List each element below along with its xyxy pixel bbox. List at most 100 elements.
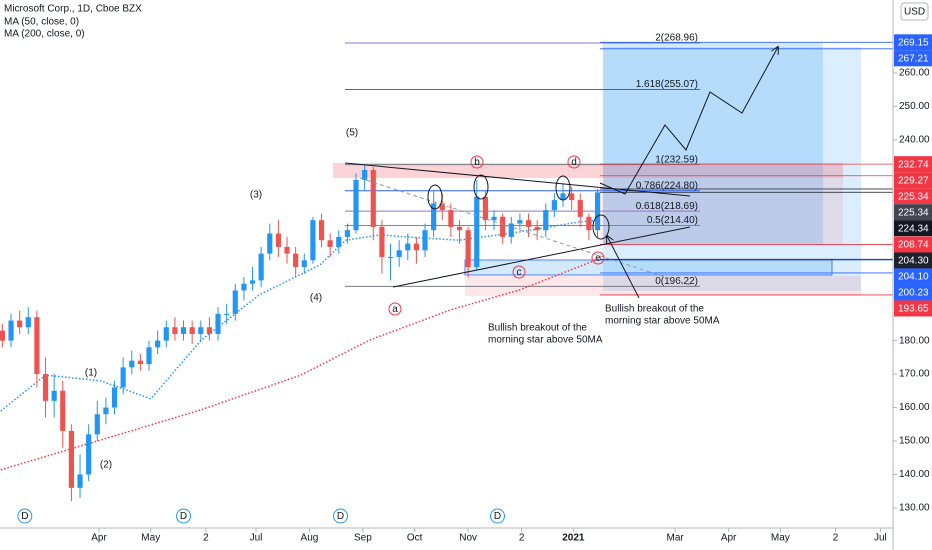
candle-body — [172, 327, 178, 334]
candle-body — [293, 253, 299, 268]
price-tag — [894, 252, 932, 269]
candle-body — [525, 220, 532, 227]
x-tick-label: Nov — [459, 533, 477, 544]
wave-label: (5) — [346, 128, 358, 139]
candle-body — [224, 313, 230, 315]
candle-body — [60, 390, 66, 431]
candle-body — [569, 193, 575, 201]
highlight-circle — [427, 184, 443, 210]
candle-body — [146, 347, 152, 365]
x-tick-label: Sep — [354, 533, 372, 544]
candle-body — [413, 243, 419, 251]
x-tick-label: 2 — [833, 533, 839, 544]
candle-body — [387, 256, 394, 258]
candle-body — [551, 200, 557, 211]
price-tag-label: 224.34 — [898, 223, 929, 234]
x-tick-label: Oct — [407, 533, 423, 544]
price-tag-label: 269.15 — [898, 37, 929, 48]
candle-body — [258, 253, 264, 281]
candle-body — [86, 434, 92, 475]
price-tag-label: 204.30 — [898, 256, 929, 267]
price-tag-label: 193.65 — [898, 304, 929, 315]
target-zone — [603, 43, 823, 244]
fib-label: 0.5(214.40) — [647, 215, 698, 226]
candle-body — [0, 330, 6, 341]
y-tick-label: 130.00 — [899, 503, 930, 514]
x-tick-label: Apr — [721, 533, 737, 544]
candle-body — [68, 430, 74, 488]
candle-body — [103, 407, 109, 415]
candle-body — [448, 210, 454, 227]
wave-label: (2) — [100, 460, 112, 471]
price-tag-label: 204.10 — [898, 272, 929, 283]
price-tag — [894, 236, 932, 253]
price-tag — [894, 172, 932, 189]
candle-body — [431, 203, 437, 231]
note: Bullish breakout of the — [488, 323, 587, 334]
candle-body — [301, 260, 307, 268]
price-tag-label: 208.74 — [898, 240, 929, 251]
candle-body — [241, 283, 247, 291]
chart-title: Microsoft Corp., 1D, Cboe BZX — [4, 4, 142, 15]
price-tag-label: 232.74 — [898, 159, 929, 170]
candle-body — [465, 230, 471, 268]
price-tag — [894, 284, 932, 301]
candle-body — [379, 226, 385, 257]
price-tag-label: 267.21 — [898, 53, 929, 64]
candle-body — [137, 360, 143, 365]
fib-label: 1.618(255.07) — [636, 79, 698, 90]
candle-body — [155, 340, 161, 348]
dividend-marker — [489, 508, 505, 524]
dividend-label: D — [494, 511, 501, 522]
candle-body — [163, 327, 169, 341]
x-tick-label: 2021 — [562, 533, 585, 544]
wave-letter-circle — [388, 302, 402, 316]
candle-body — [120, 367, 126, 388]
dividend-marker — [176, 508, 192, 524]
fib-label: 0(196.22) — [655, 276, 698, 287]
candle-body — [517, 220, 523, 224]
x-tick-label: May — [771, 533, 790, 544]
candle-body — [586, 216, 592, 231]
drawings — [344, 47, 778, 299]
candle-body — [249, 280, 256, 284]
projection-path — [599, 47, 778, 195]
currency[interactable]: USD — [904, 7, 925, 18]
y-tick-label: 150.00 — [899, 436, 930, 447]
candle-body — [284, 246, 290, 254]
fib-label: 1(232.59) — [655, 154, 698, 165]
candle-body — [344, 230, 350, 237]
candle-body — [8, 320, 14, 341]
highlight-circle — [473, 174, 489, 200]
legend-entry: MA (50, close, 0) — [4, 17, 79, 28]
candle-body — [396, 250, 402, 257]
legend-entry: MA (200, close, 0) — [4, 29, 85, 40]
y-tick-label: 160.00 — [899, 402, 930, 413]
candle-body — [482, 196, 488, 221]
wave-letter-circle — [512, 265, 526, 279]
candle-body — [51, 390, 57, 401]
arrow — [607, 236, 640, 299]
wave-label: (1) — [85, 368, 97, 379]
x-tick-label: 2 — [519, 533, 525, 544]
price-tag — [894, 50, 932, 67]
x-tick-label: Mar — [667, 533, 685, 544]
candle-body — [129, 360, 135, 368]
wave-letter: b — [474, 157, 480, 168]
candle-body — [362, 169, 368, 181]
currency-box[interactable] — [900, 2, 929, 21]
x-tick-label: May — [141, 533, 160, 544]
wave-letter-circle — [567, 155, 581, 169]
candle-body — [353, 180, 359, 231]
price-tag — [894, 188, 932, 205]
price-tag — [894, 220, 932, 237]
wave-letter: c — [517, 267, 522, 278]
candle-body — [17, 320, 23, 328]
x-tick-label: Jul — [874, 533, 887, 544]
wave-letter: d — [571, 157, 577, 168]
y-tick-label: 140.00 — [899, 469, 930, 480]
wave-letter-circle — [470, 155, 484, 169]
highlight-circle — [555, 175, 571, 201]
candle-body — [34, 317, 40, 375]
